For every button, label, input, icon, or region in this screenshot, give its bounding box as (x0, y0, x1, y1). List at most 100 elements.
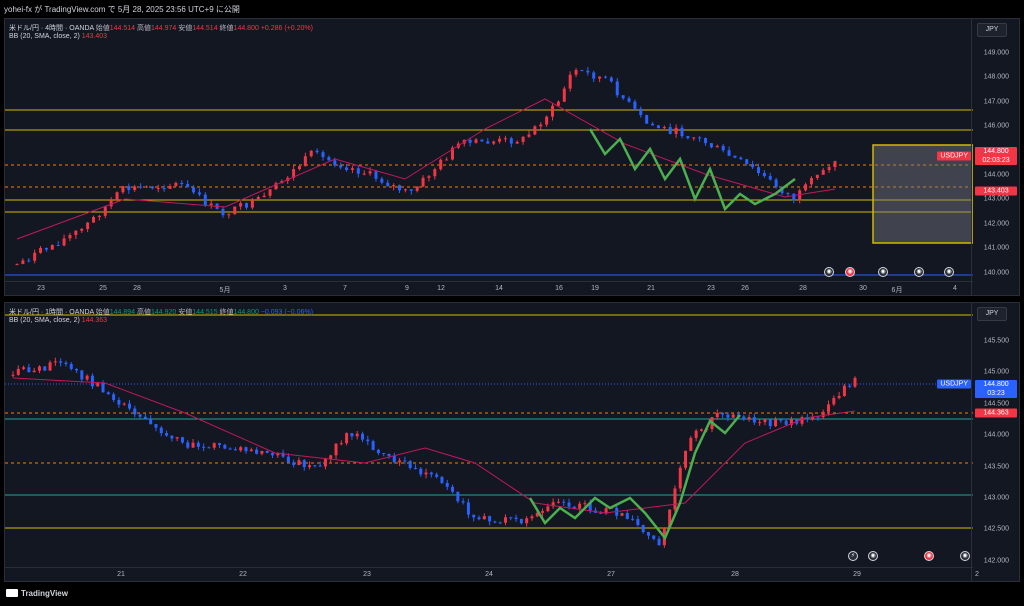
bb-tag: 144.363 (975, 408, 1017, 418)
candle-body (186, 184, 190, 188)
chart-pane-4h[interactable]: 米ドル/円 · 4時間 · OANDA 始値144.514 高値144.974 … (4, 18, 1020, 296)
candle-body (599, 512, 603, 514)
candle-body (674, 127, 678, 134)
candle-body (709, 143, 713, 148)
candle-body (59, 361, 63, 363)
candle-body (625, 513, 629, 519)
time-tick-label: 23 (37, 285, 45, 292)
candle-body (498, 522, 502, 524)
price-tag-value: 144.800 (983, 148, 1009, 155)
price-tick-label: 145.000 (983, 368, 1009, 376)
time-tick-label: 28 (133, 285, 141, 292)
calendar-event-icon[interactable]: ◉ (944, 267, 954, 277)
candle-body (721, 412, 725, 415)
lightning-event-icon[interactable]: ⚡ (848, 551, 858, 561)
candle-body (368, 171, 372, 174)
price-tick-label: 141.000 (983, 244, 1009, 252)
price-axis-4h[interactable]: JPY 149.000148.000147.000146.000145.0001… (971, 19, 1019, 295)
calendar-event-icon[interactable]: ◉ (824, 267, 834, 277)
candle-body (165, 433, 169, 436)
time-axis-4h[interactable]: 23 25 28 5月 3 7 9 12 14 16 19 21 23 26 28 30 6月 4 (5, 281, 973, 295)
candle-body (721, 145, 725, 151)
projection-box (872, 144, 973, 244)
candle-body (742, 416, 746, 419)
currency-button[interactable]: JPY (977, 23, 1007, 37)
candle-body (350, 433, 354, 437)
time-tick-label: 9 (405, 285, 409, 292)
candle-body (815, 174, 819, 179)
candle-body (731, 414, 735, 418)
tv-logo-icon (6, 589, 18, 597)
candle-body (32, 370, 36, 373)
time-tick-label: 28 (731, 571, 739, 578)
candle-body (583, 503, 587, 505)
calendar-event-icon[interactable]: ◉ (845, 267, 855, 277)
bb-basis-line (12, 377, 856, 514)
candle-body (297, 166, 301, 170)
candle-body (435, 474, 439, 477)
candle-body (486, 141, 490, 144)
currency-button[interactable]: JPY (977, 307, 1007, 321)
candle-body (482, 516, 486, 520)
legend-bb-4h: BB (20, SMA, close, 2) 143.403 (9, 33, 107, 40)
candle-body (409, 189, 413, 191)
candle-body (763, 419, 767, 423)
candle-body (768, 176, 772, 180)
candle-body (620, 513, 624, 516)
candle-body (551, 105, 555, 117)
candle-body (196, 442, 200, 447)
candle-body (684, 450, 688, 468)
candle-body (138, 414, 142, 417)
candle-body (262, 195, 266, 198)
candle-body (233, 449, 237, 451)
chart-pane-1h[interactable]: 米ドル/円 · 1時間 · OANDA 始値144.894 高値144.920 … (4, 302, 1020, 582)
candle-body (374, 171, 378, 179)
calendar-event-icon[interactable]: ◉ (924, 551, 934, 561)
candle-body (450, 147, 454, 160)
candle-body (127, 186, 131, 190)
price-axis-1h[interactable]: JPY 145.500 145.000 144.500 144.000 143.500 1… (971, 303, 1019, 581)
ohlc-high-value: 144.974 (151, 25, 177, 32)
candle-body (212, 443, 216, 448)
candle-body (615, 81, 619, 96)
calendar-event-icon[interactable]: ◉ (914, 267, 924, 277)
candle-body (627, 98, 631, 102)
calendar-event-icon[interactable]: ◉ (878, 267, 888, 277)
candle-body (90, 375, 94, 387)
price-tick-label: 143.000 (983, 494, 1009, 502)
calendar-event-icon[interactable]: ◉ (960, 551, 970, 561)
candle-body (174, 183, 178, 187)
candle-body (641, 525, 645, 533)
candle-body (117, 399, 121, 405)
candle-body (427, 176, 431, 178)
candle-body (652, 535, 656, 539)
calendar-event-icon[interactable]: ◉ (868, 551, 878, 561)
candle-body (727, 150, 731, 156)
time-tick-label: 2 (975, 571, 979, 578)
candle-body (48, 362, 52, 371)
ohlc-open-value: 144.894 (109, 309, 136, 316)
candle-body (16, 368, 20, 375)
candle-body (339, 443, 343, 445)
ohlc-close-value: 144.800 (233, 309, 259, 316)
tradingview-logo[interactable]: TradingView (6, 589, 68, 598)
candle-body (56, 245, 60, 247)
price-tick-label: 146.000 (983, 122, 1009, 130)
chart-plot-1h[interactable] (5, 303, 973, 569)
candle-body (413, 467, 417, 469)
candle-body (419, 468, 423, 475)
candle-body (392, 455, 396, 463)
candle-body (698, 137, 702, 139)
candle-body (415, 186, 419, 191)
candle-body (488, 516, 492, 522)
ohlc-low-value: 144.514 (192, 25, 218, 32)
candle-body (699, 429, 703, 431)
candle-body (274, 183, 278, 190)
price-tick-label: 144.500 (983, 400, 1009, 408)
candle-body (43, 366, 47, 371)
candle-body (739, 157, 743, 160)
price-tick-label: 147.000 (983, 98, 1009, 106)
candle-body (159, 427, 163, 434)
time-axis-1h[interactable]: 21 22 23 24 27 28 29 2 (5, 567, 979, 581)
chart-plot-4h[interactable] (5, 19, 973, 283)
